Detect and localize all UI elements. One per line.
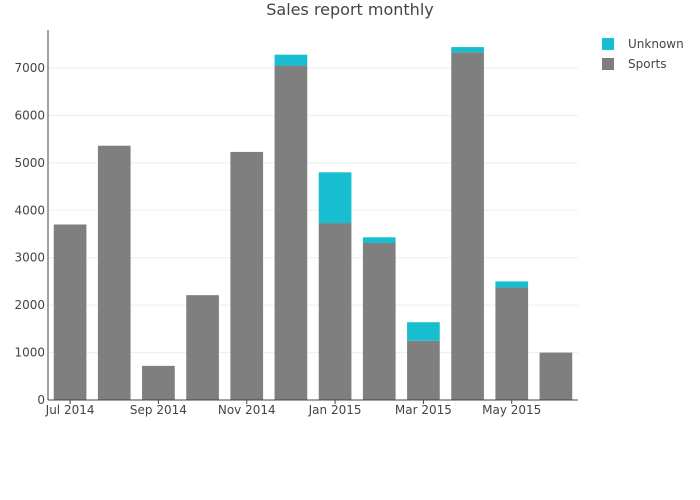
x-tick-label: Nov 2014 <box>218 403 276 417</box>
x-tick-label: Sep 2014 <box>130 403 187 417</box>
x-tick-label: Jan 2015 <box>308 403 362 417</box>
bar-unknown-may-2015[interactable] <box>495 281 529 288</box>
bars <box>53 47 573 401</box>
bar-sports-jun-2015[interactable] <box>539 352 573 400</box>
axes: 0 1000 2000 3000 4000 5000 6000 7000 Jul 2014 Sep… <box>14 30 578 417</box>
y-tick-label: 3000 <box>14 251 45 265</box>
x-tick-label: May 2015 <box>482 403 541 417</box>
bar-unknown-mar-2015[interactable] <box>407 322 440 341</box>
bar-sports-apr-2015[interactable] <box>451 52 484 401</box>
bar-sports-nov-2014[interactable] <box>230 151 264 400</box>
y-tick-label: 6000 <box>14 108 45 122</box>
bar-sports-jul-2014[interactable] <box>53 224 87 400</box>
bar-sports-aug-2014[interactable] <box>97 145 131 400</box>
grid-lines <box>48 67 578 354</box>
bar-sports-mar-2015[interactable] <box>407 340 440 400</box>
y-tick-label: 1000 <box>14 346 45 360</box>
legend-swatch-unknown[interactable] <box>602 38 614 50</box>
x-tick-label: Mar 2015 <box>395 403 452 417</box>
bar-unknown-apr-2015[interactable] <box>451 47 484 53</box>
legend[interactable]: Unknown Sports <box>602 37 684 71</box>
chart-title: Sales report monthly <box>266 0 433 19</box>
x-tick-label: Jul 2014 <box>45 403 95 417</box>
bar-sports-jan-2015[interactable] <box>318 223 352 400</box>
legend-label-sports[interactable]: Sports <box>628 57 666 71</box>
y-tick-label: 0 <box>37 393 45 407</box>
y-tick-label: 5000 <box>14 156 45 170</box>
legend-label-unknown[interactable]: Unknown <box>628 37 684 51</box>
y-tick-label: 4000 <box>14 203 45 217</box>
bar-unknown-dec-2014[interactable] <box>274 54 308 66</box>
bar-sports-dec-2014[interactable] <box>274 65 308 401</box>
bar-sports-oct-2014[interactable] <box>186 295 219 400</box>
bar-sports-may-2015[interactable] <box>495 287 529 400</box>
legend-swatch-sports[interactable] <box>602 58 614 70</box>
bar-sports-sep-2014[interactable] <box>142 365 175 400</box>
y-tick-label: 2000 <box>14 298 45 312</box>
y-tick-label: 7000 <box>14 61 45 75</box>
bar-unknown-feb-2015[interactable] <box>362 237 396 243</box>
bar-sports-feb-2015[interactable] <box>362 242 396 400</box>
bar-unknown-jan-2015[interactable] <box>318 172 352 224</box>
